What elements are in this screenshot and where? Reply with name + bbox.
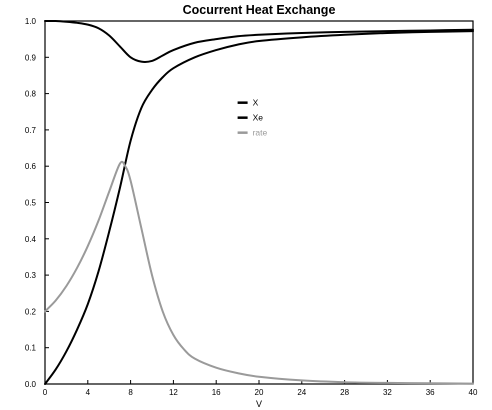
x-tick-label: 24: [297, 388, 306, 397]
y-tick-label: 0.0: [25, 380, 37, 389]
x-tick-label: 4: [86, 388, 91, 397]
series-line-xe: [44, 19, 474, 63]
y-tick-label: 0.6: [25, 162, 37, 171]
chart-title: Cocurrent Heat Exchange: [183, 3, 336, 17]
legend-label: X: [253, 98, 259, 108]
x-tick-label: 28: [340, 388, 349, 397]
x-tick-label: 12: [169, 388, 178, 397]
x-tick-label: 0: [43, 388, 48, 397]
y-tick-label: 0.2: [25, 307, 37, 316]
y-tick-label: 0.1: [25, 344, 37, 353]
x-tick-label: 20: [255, 388, 264, 397]
y-tick-label: 1.0: [25, 17, 37, 26]
legend: X Xe rate: [237, 98, 268, 138]
x-tick-label: 16: [212, 388, 221, 397]
x-tick-label: 36: [426, 388, 435, 397]
y-ticks: 0.0 0.1 0.2 0.3 0.4 0.5 0.6 0.7 0.8 0.9 1.0: [25, 17, 49, 389]
legend-label: rate: [253, 128, 268, 138]
series-line-rate: [44, 160, 474, 385]
y-tick-label: 0.9: [25, 53, 37, 62]
y-tick-label: 0.7: [25, 126, 37, 135]
x-tick-label: 40: [469, 388, 478, 397]
series-group: [44, 19, 474, 385]
y-tick-label: 0.5: [25, 199, 37, 208]
x-tick-label: 32: [383, 388, 392, 397]
legend-label: Xe: [253, 113, 264, 123]
x-tick-label: 8: [128, 388, 133, 397]
series-line-x: [44, 30, 474, 385]
y-tick-label: 0.3: [25, 271, 37, 280]
x-axis-label: V: [256, 399, 262, 409]
y-tick-label: 0.4: [25, 235, 37, 244]
y-tick-label: 0.8: [25, 90, 37, 99]
